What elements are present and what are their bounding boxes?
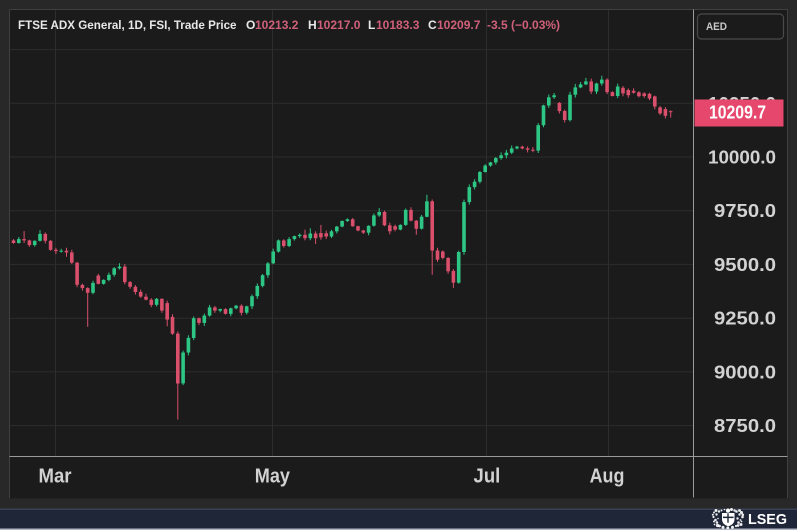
svg-text:10213.2: 10213.2: [255, 18, 299, 32]
svg-text:-3.5 (−0.03%): -3.5 (−0.03%): [487, 18, 560, 32]
svg-text:10000.0: 10000.0: [708, 148, 776, 168]
svg-text:10209.7: 10209.7: [709, 103, 766, 123]
svg-text:Mar: Mar: [39, 466, 72, 488]
svg-text:8750.0: 8750.0: [714, 416, 776, 436]
svg-text:LSEG: LSEG: [748, 511, 787, 528]
svg-text:AED: AED: [706, 21, 727, 33]
svg-text:10209.7: 10209.7: [437, 18, 481, 32]
svg-text:9750.0: 9750.0: [714, 201, 776, 221]
svg-text:C: C: [428, 18, 437, 32]
svg-text:Aug: Aug: [590, 466, 625, 488]
svg-text:L: L: [368, 18, 375, 32]
svg-text:May: May: [255, 466, 291, 488]
svg-text:9000.0: 9000.0: [714, 362, 776, 382]
svg-text:O: O: [246, 18, 255, 32]
svg-text:10183.3: 10183.3: [376, 18, 420, 32]
svg-text:FTSE ADX General, 1D, FSI, Tra: FTSE ADX General, 1D, FSI, Trade Price: [18, 18, 237, 32]
svg-text:Jul: Jul: [474, 466, 501, 488]
svg-text:10217.0: 10217.0: [317, 18, 361, 32]
svg-text:9500.0: 9500.0: [714, 255, 776, 275]
svg-text:H: H: [308, 18, 317, 32]
svg-text:9250.0: 9250.0: [714, 309, 776, 329]
